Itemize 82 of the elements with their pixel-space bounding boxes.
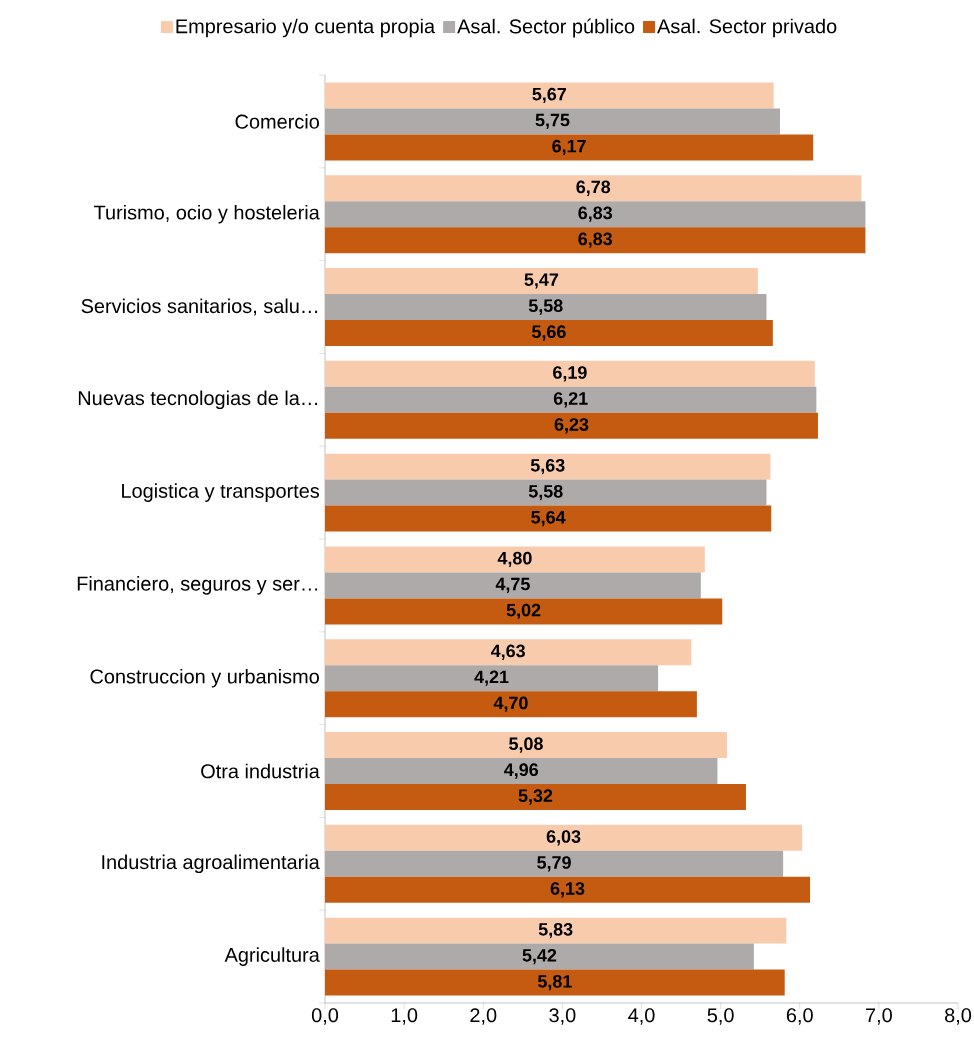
data-label: 5,02	[506, 603, 541, 620]
data-label: 5,83	[538, 922, 573, 939]
bar	[325, 505, 772, 532]
bar	[325, 360, 815, 387]
bar	[325, 201, 866, 228]
bar	[325, 969, 785, 996]
data-label: 5,32	[518, 789, 553, 805]
bar	[325, 691, 697, 718]
data-label: 5,42	[522, 948, 557, 965]
legend-label: Asal. Sector privado	[657, 18, 837, 38]
data-label: 6,23	[554, 418, 589, 434]
data-label: 6,83	[578, 232, 613, 248]
x-tick-label: 6,0	[786, 1008, 813, 1025]
bar	[325, 784, 746, 810]
bar	[325, 108, 780, 135]
y-tick-label: Servicios sanitarios, salu…	[81, 298, 318, 316]
bar	[325, 598, 723, 625]
bar	[325, 386, 817, 413]
data-label: 5,47	[524, 273, 559, 289]
bar	[325, 665, 659, 692]
y-tick-label: Industria agroalimentaria	[102, 854, 320, 874]
y-tick-label: Logistica y transportes	[122, 483, 320, 502]
bar	[325, 268, 758, 295]
data-label: 5,79	[537, 856, 571, 872]
data-label: 6,13	[550, 882, 585, 898]
x-tick-label: 5,0	[707, 1008, 734, 1025]
y-tick-label: Agricultura	[224, 947, 320, 966]
data-label: 4,96	[504, 763, 539, 779]
data-label: 5,64	[531, 510, 566, 527]
data-label: 5,63	[530, 458, 565, 475]
bar	[325, 850, 784, 877]
data-label: 5,08	[509, 737, 543, 753]
bar	[325, 824, 803, 851]
legend-label: Empresario y/o cuenta propia	[176, 18, 436, 38]
bar	[325, 639, 692, 666]
bar	[325, 876, 811, 903]
bar	[325, 572, 701, 599]
bar	[325, 546, 705, 573]
y-tick-label: Construccion y urbanismo	[90, 668, 319, 688]
bar	[325, 412, 818, 439]
data-label: 6,17	[552, 139, 586, 156]
bar	[325, 134, 814, 161]
data-label: 5,58	[528, 484, 563, 501]
x-tick-label: 0,0	[311, 1008, 339, 1025]
x-tick-label: 8,0	[945, 1008, 972, 1025]
bar	[325, 82, 774, 109]
bar	[325, 294, 767, 320]
data-label: 5,66	[532, 325, 566, 341]
x-tick-label: 4,0	[628, 1008, 655, 1025]
y-tick-label: Nuevas tecnologias de la…	[78, 390, 318, 410]
y-tick-label: Financiero, seguros y ser…	[77, 576, 318, 595]
bar	[325, 320, 773, 346]
y-tick-label: Comercio	[235, 114, 319, 129]
data-label: 5,81	[537, 974, 572, 991]
legend-label: Asal. Sector público	[457, 18, 635, 38]
data-label: 5,58	[528, 299, 563, 315]
bar	[325, 175, 862, 202]
data-label: 5,75	[535, 113, 570, 129]
bar	[325, 758, 718, 784]
y-tick-label: Otra industria	[201, 763, 320, 779]
data-label: 4,63	[490, 644, 525, 660]
data-label: 4,75	[495, 577, 530, 593]
x-tick-label: 1,0	[391, 1008, 418, 1025]
bar	[325, 943, 754, 970]
data-label: 6,78	[576, 180, 611, 196]
data-label: 4,21	[474, 670, 509, 686]
data-label: 5,67	[532, 87, 566, 104]
bar	[325, 227, 866, 254]
bar	[325, 732, 727, 759]
data-label: 6,03	[546, 830, 581, 846]
data-label: 4,80	[497, 551, 532, 568]
bar	[325, 917, 787, 944]
data-label: 6,21	[553, 392, 588, 408]
data-label: 6,19	[553, 366, 587, 382]
bar	[325, 479, 767, 506]
x-tick-label: 2,0	[470, 1008, 497, 1025]
x-tick-label: 3,0	[549, 1008, 576, 1025]
bar	[325, 453, 771, 480]
y-tick-label: Turismo, ocio y hosteleria	[94, 204, 320, 224]
data-label: 6,83	[578, 206, 613, 222]
data-label: 4,70	[493, 696, 528, 712]
x-tick-label: 7,0	[866, 1008, 892, 1025]
